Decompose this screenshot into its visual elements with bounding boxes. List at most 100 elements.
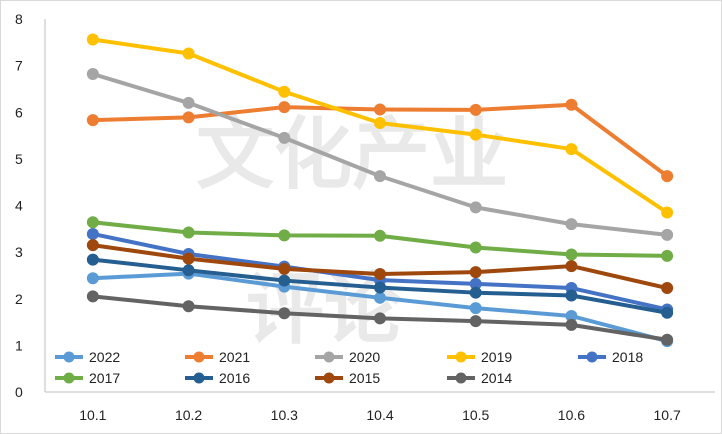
data-point-2017 — [661, 249, 674, 262]
data-point-2017 — [469, 241, 482, 254]
legend-label: 2015 — [349, 370, 380, 386]
data-point-2020 — [469, 201, 482, 214]
y-tick-label: 1 — [15, 337, 23, 353]
legend-swatch-marker — [323, 372, 335, 384]
y-tick-label: 0 — [15, 384, 23, 400]
data-point-2022 — [86, 272, 99, 285]
legend-label: 2019 — [481, 349, 512, 365]
data-point-2016 — [278, 274, 291, 287]
legend-item-2016: 2016 — [185, 370, 250, 386]
legend-label: 2020 — [349, 349, 380, 365]
x-tick-label: 10.5 — [462, 407, 489, 423]
y-tick-label: 3 — [15, 244, 23, 260]
y-tick-label: 8 — [15, 11, 23, 27]
data-point-2019 — [182, 47, 195, 60]
x-tick-label: 10.6 — [558, 407, 585, 423]
data-point-2017 — [374, 229, 386, 242]
series-2015 — [86, 239, 674, 295]
data-point-2015 — [278, 262, 291, 275]
y-tick-label: 7 — [15, 58, 23, 74]
x-tick-label: 10.4 — [366, 407, 393, 423]
data-point-2019 — [278, 85, 291, 98]
data-point-2021 — [469, 103, 482, 116]
legend-swatch-marker — [455, 351, 467, 363]
data-point-2014 — [469, 315, 482, 328]
axes: 0 1 2 3 4 5 6 7 8 10.1 10.2 10.3 10.4 10.5 10.6 10.7 — [15, 11, 715, 423]
data-point-2014 — [374, 312, 386, 325]
legend-item-2020: 2020 — [315, 349, 380, 365]
data-point-2015 — [86, 239, 99, 252]
legend-swatch-marker — [193, 351, 205, 363]
data-point-2016 — [182, 264, 195, 277]
y-tick-label: 5 — [15, 151, 23, 167]
data-point-2022 — [469, 302, 482, 315]
data-point-2016 — [469, 286, 482, 299]
data-point-2017 — [86, 216, 99, 229]
legend-label: 2021 — [219, 349, 250, 365]
data-point-2014 — [565, 318, 578, 331]
data-point-2015 — [661, 282, 674, 295]
data-point-2021 — [565, 98, 578, 111]
x-tick-label: 10.3 — [271, 407, 298, 423]
series-2021 — [86, 98, 674, 183]
data-point-2016 — [661, 306, 674, 319]
data-point-2022 — [374, 291, 386, 304]
y-tick-label: 2 — [15, 291, 23, 307]
data-point-2021 — [86, 114, 99, 127]
data-point-2020 — [86, 68, 99, 81]
data-point-2016 — [565, 289, 578, 302]
legend-swatch-marker — [323, 351, 335, 363]
data-point-2019 — [565, 143, 578, 156]
legend-item-2019: 2019 — [447, 349, 512, 365]
legend-label: 2014 — [481, 370, 512, 386]
data-point-2020 — [182, 96, 195, 109]
legend-item-2015: 2015 — [315, 370, 380, 386]
data-point-2021 — [661, 170, 674, 183]
legend-label: 2016 — [219, 370, 250, 386]
legend-item-2018: 2018 — [578, 349, 643, 365]
data-point-2021 — [278, 101, 291, 114]
data-point-2016 — [374, 281, 386, 294]
y-tick-label: 4 — [15, 198, 23, 214]
data-point-2020 — [661, 228, 674, 241]
data-point-2017 — [278, 229, 291, 242]
data-point-2019 — [661, 206, 674, 219]
legend-label: 2017 — [89, 370, 120, 386]
data-point-2020 — [278, 131, 291, 144]
data-point-2020 — [565, 218, 578, 231]
legend-swatch-marker — [193, 372, 205, 384]
legend-swatch-marker — [586, 351, 598, 363]
data-point-2014 — [86, 290, 99, 303]
legend-item-2017: 2017 — [55, 370, 120, 386]
data-point-2014 — [661, 333, 674, 346]
series-2017 — [86, 216, 674, 262]
legend-item-2022: 2022 — [55, 349, 120, 365]
x-tick-label: 10.1 — [79, 407, 106, 423]
legend-swatch-marker — [455, 372, 467, 384]
data-point-2018 — [86, 227, 99, 240]
legend: 2022 2021 2020 2019 2018 2017 2016 2015 2014 — [55, 349, 643, 386]
series-2014 — [86, 290, 674, 346]
data-point-2017 — [182, 226, 195, 239]
series-lines — [86, 33, 674, 348]
data-point-2021 — [182, 111, 195, 124]
y-tick-label: 6 — [15, 104, 23, 120]
legend-label: 2022 — [89, 349, 120, 365]
data-point-2014 — [182, 300, 195, 313]
data-point-2019 — [469, 128, 482, 141]
legend-label: 2018 — [612, 349, 643, 365]
x-tick-label: 10.7 — [654, 407, 681, 423]
series-2016 — [86, 253, 674, 319]
data-point-2017 — [565, 248, 578, 261]
data-point-2020 — [374, 170, 386, 183]
data-point-2015 — [565, 260, 578, 273]
legend-swatch-marker — [63, 351, 75, 363]
data-point-2014 — [278, 307, 291, 320]
x-tick-label: 10.2 — [175, 407, 202, 423]
data-point-2019 — [374, 116, 386, 129]
data-point-2015 — [374, 268, 386, 281]
legend-item-2014: 2014 — [447, 370, 512, 386]
data-point-2021 — [374, 103, 386, 116]
